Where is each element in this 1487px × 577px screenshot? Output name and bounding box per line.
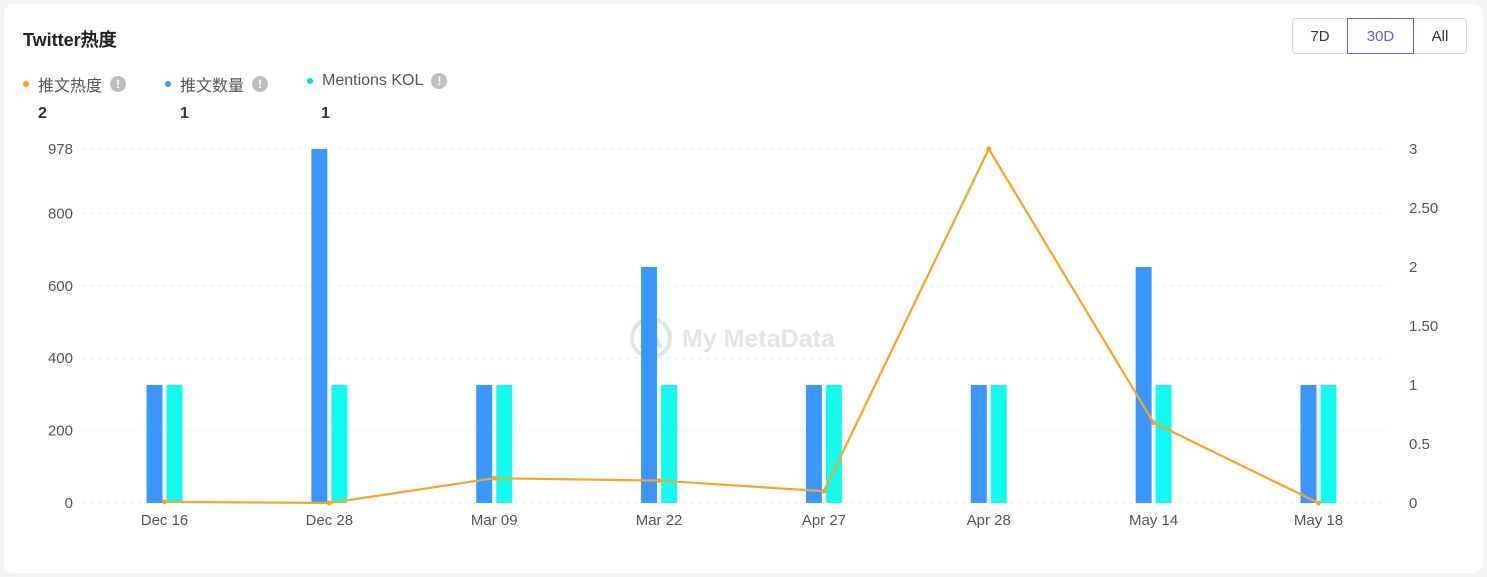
line-point: [1316, 500, 1321, 506]
y-right-axis: 0 0.5 1 1.50 2 2.50 3: [1409, 141, 1438, 512]
y-right-tick-label: 3: [1409, 141, 1417, 158]
bar: [146, 385, 163, 503]
y-left-tick-label: 0: [65, 495, 73, 512]
y-right-tick-label: 0: [1409, 495, 1417, 512]
line-point: [986, 146, 992, 152]
x-tick-label: Apr 28: [967, 512, 1011, 529]
bar: [805, 385, 822, 503]
bar-series: [146, 149, 1337, 503]
x-tick-label: Dec 16: [141, 512, 189, 529]
y-left-tick-label: 200: [48, 423, 73, 440]
legend-item-heat[interactable]: 推文热度 !: [23, 72, 127, 96]
bar: [641, 267, 658, 503]
bar: [496, 385, 513, 503]
y-left-axis: 0 200 400 600 800 978: [48, 141, 73, 512]
bar: [311, 149, 328, 503]
line-point: [821, 488, 827, 494]
info-icon[interactable]: !: [431, 73, 448, 89]
line-point: [162, 499, 167, 505]
bar: [331, 385, 348, 503]
bar: [166, 385, 183, 503]
legend-value-count: 1: [180, 105, 189, 122]
bar: [825, 385, 842, 503]
line-point: [656, 478, 662, 484]
watermark: My MetaData: [630, 317, 836, 359]
y-right-tick-label: 2.50: [1409, 200, 1438, 217]
x-tick-label: May 18: [1294, 512, 1343, 529]
x-tick-label: Mar 22: [636, 512, 683, 529]
x-tick-label: May 14: [1129, 512, 1178, 529]
bar: [990, 385, 1007, 503]
card-title: Twitter热度: [23, 30, 117, 50]
bar: [1155, 385, 1172, 503]
y-left-tick-label: 978: [48, 141, 73, 158]
y-right-tick-label: 1.50: [1409, 318, 1438, 335]
legend-dot-heat: [23, 81, 29, 87]
bar: [970, 385, 987, 503]
legend-value-kol: 1: [321, 105, 330, 122]
legend-dot-count: [165, 81, 171, 87]
line-point: [491, 475, 497, 481]
legend-value-heat: 2: [38, 105, 47, 122]
info-icon[interactable]: !: [110, 76, 127, 92]
legend-label-heat: 推文热度: [38, 78, 103, 95]
y-left-tick-label: 600: [48, 278, 73, 295]
bar: [476, 385, 493, 503]
x-tick-label: Mar 09: [471, 512, 518, 529]
y-right-tick-label: 1: [1409, 377, 1417, 394]
legend-dot-kol: [307, 78, 313, 84]
info-icon[interactable]: !: [252, 76, 269, 92]
watermark-text: My MetaData: [682, 325, 836, 353]
range-selector: 7D 30D All: [1292, 18, 1467, 54]
bar: [1320, 385, 1337, 503]
legend-item-count[interactable]: 推文数量 !: [165, 72, 269, 96]
x-axis: Dec 16 Dec 28 Mar 09 Mar 22 Apr 27 Apr 28 May …: [141, 512, 1343, 529]
range-all-button[interactable]: All: [1414, 19, 1466, 53]
line-point: [1151, 420, 1157, 426]
legend-label-count: 推文数量: [180, 78, 245, 95]
y-left-tick-label: 400: [48, 350, 73, 367]
twitter-heat-card: Twitter热度 7D 30D All 推文热度 ! 2 推文数量 ! 1 M…: [4, 4, 1483, 573]
y-left-tick-label: 800: [48, 205, 73, 222]
bar: [1135, 267, 1152, 503]
line-path: [164, 147, 1319, 505]
range-7d-button[interactable]: 7D: [1293, 19, 1347, 53]
x-tick-label: Dec 28: [306, 512, 354, 529]
bar: [1300, 385, 1317, 503]
range-30d-button[interactable]: 30D: [1347, 18, 1414, 54]
legend-label-kol: Mentions KOL: [322, 72, 424, 89]
legend-item-kol[interactable]: Mentions KOL !: [307, 72, 448, 90]
line-point: [326, 500, 332, 506]
y-right-tick-label: 2: [1409, 259, 1417, 276]
x-tick-label: Apr 27: [802, 512, 846, 529]
line-series: [162, 146, 1321, 506]
bar: [661, 385, 678, 503]
y-right-tick-label: 0.5: [1409, 436, 1430, 453]
